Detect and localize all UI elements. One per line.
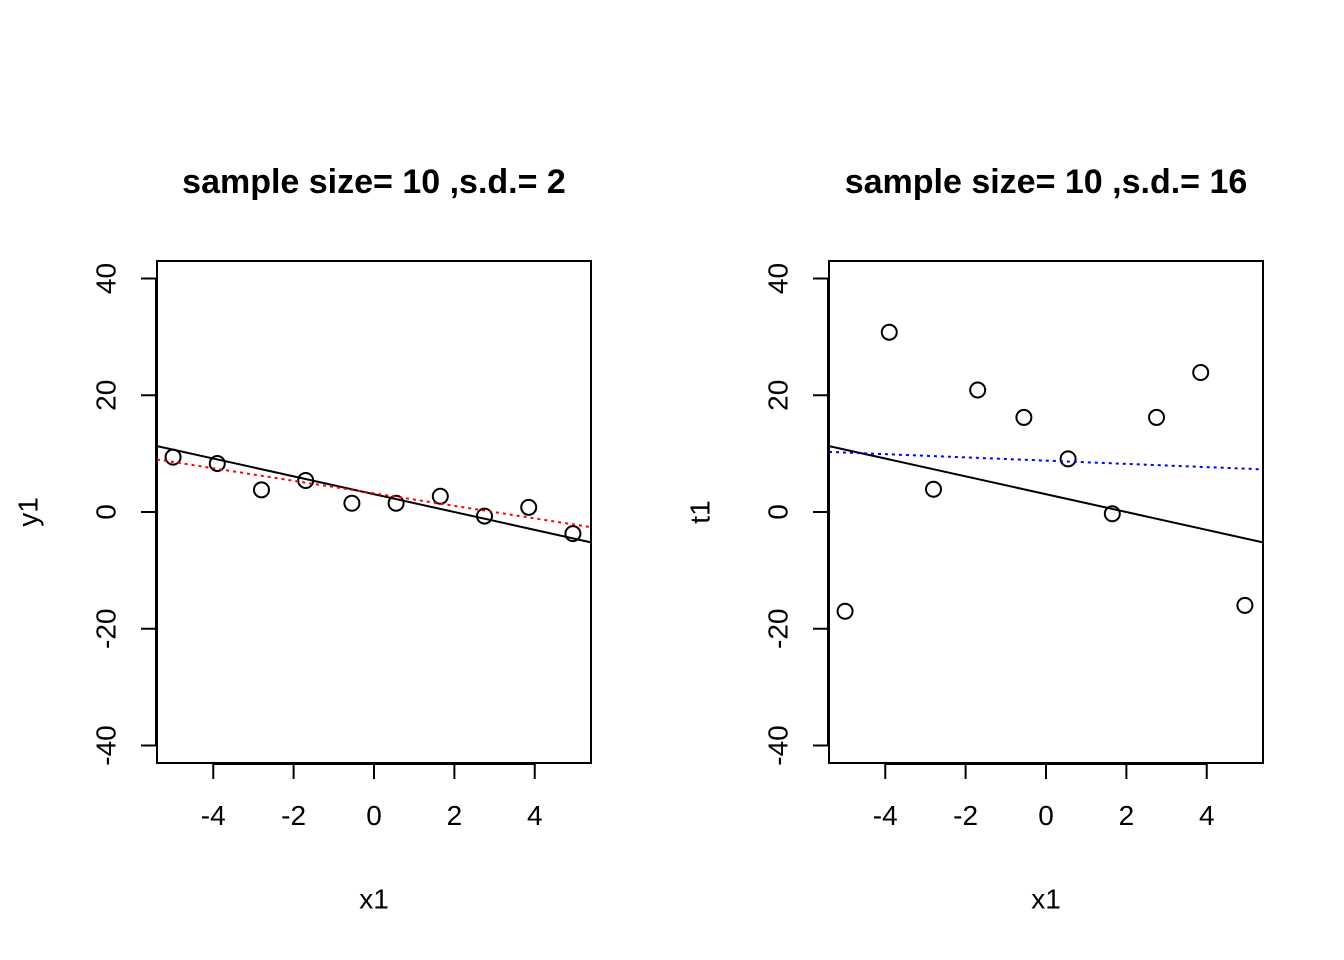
y-tick-label: -20 xyxy=(762,609,793,649)
chart-title: sample size= 10 ,s.d.= 16 xyxy=(845,163,1248,201)
data-point xyxy=(520,498,538,516)
y-tick-label: 0 xyxy=(90,504,121,520)
y-tick-label: -20 xyxy=(90,609,121,649)
y-tick-label: 20 xyxy=(762,380,793,411)
data-point xyxy=(1192,363,1210,381)
y-tick-label: 40 xyxy=(90,263,121,294)
fit-line-dotted xyxy=(829,450,1263,471)
x-tick-label: 4 xyxy=(1199,800,1215,831)
y-tick-label: 0 xyxy=(762,504,793,520)
plot-area xyxy=(157,445,591,544)
data-point xyxy=(208,455,226,473)
x-tick-label: 4 xyxy=(527,800,543,831)
data-point xyxy=(343,494,361,512)
x-tick-label: -2 xyxy=(281,800,306,831)
y-tick-label: 40 xyxy=(762,263,793,294)
x-axis: -4 -2 0 2 4 xyxy=(873,763,1215,831)
y-axis: -40 -20 0 20 40 xyxy=(762,263,829,766)
y-axis-label: t1 xyxy=(684,500,715,523)
x-tick-label: -4 xyxy=(873,800,898,831)
data-point xyxy=(836,602,854,620)
x-axis: -4 -2 0 2 4 xyxy=(201,763,543,831)
y-axis: -40 -20 0 20 40 xyxy=(90,263,157,766)
plot-area xyxy=(829,323,1263,620)
x-tick-label: 0 xyxy=(366,800,382,831)
data-point xyxy=(924,480,942,498)
data-point xyxy=(880,323,898,341)
x-tick-label: -2 xyxy=(953,800,978,831)
y-tick-label: -40 xyxy=(90,725,121,765)
y-axis-label: y1 xyxy=(12,497,43,527)
plot-frame xyxy=(828,260,1264,764)
data-point xyxy=(1236,596,1254,614)
y-tick-label: -40 xyxy=(762,725,793,765)
x-axis-label: x1 xyxy=(359,883,389,914)
x-tick-label: 2 xyxy=(1119,800,1135,831)
chart-panel-1: sample size= 10 ,s.d.= 2-4 -2 0 2 4-40-20020… xyxy=(12,163,592,914)
fit-line-solid xyxy=(829,445,1263,544)
data-point xyxy=(1059,450,1077,468)
y-tick-label: 20 xyxy=(90,380,121,411)
data-point xyxy=(431,487,449,505)
x-axis-label: x1 xyxy=(1031,883,1061,914)
chart-title: sample size= 10 ,s.d.= 2 xyxy=(182,163,566,201)
data-point xyxy=(1148,408,1166,426)
x-tick-label: 2 xyxy=(447,800,463,831)
data-point xyxy=(564,525,582,543)
chart-panel-2: sample size= 10 ,s.d.= 16-4 -2 0 2 4-40-2002… xyxy=(684,163,1264,914)
data-point xyxy=(1103,505,1121,523)
data-point xyxy=(252,481,270,499)
x-tick-label: -4 xyxy=(201,800,226,831)
data-point xyxy=(1015,408,1033,426)
x-tick-label: 0 xyxy=(1038,800,1054,831)
data-point xyxy=(387,494,405,512)
plot-frame xyxy=(156,260,592,764)
fit-line-dotted xyxy=(157,458,591,529)
data-point xyxy=(969,381,987,399)
